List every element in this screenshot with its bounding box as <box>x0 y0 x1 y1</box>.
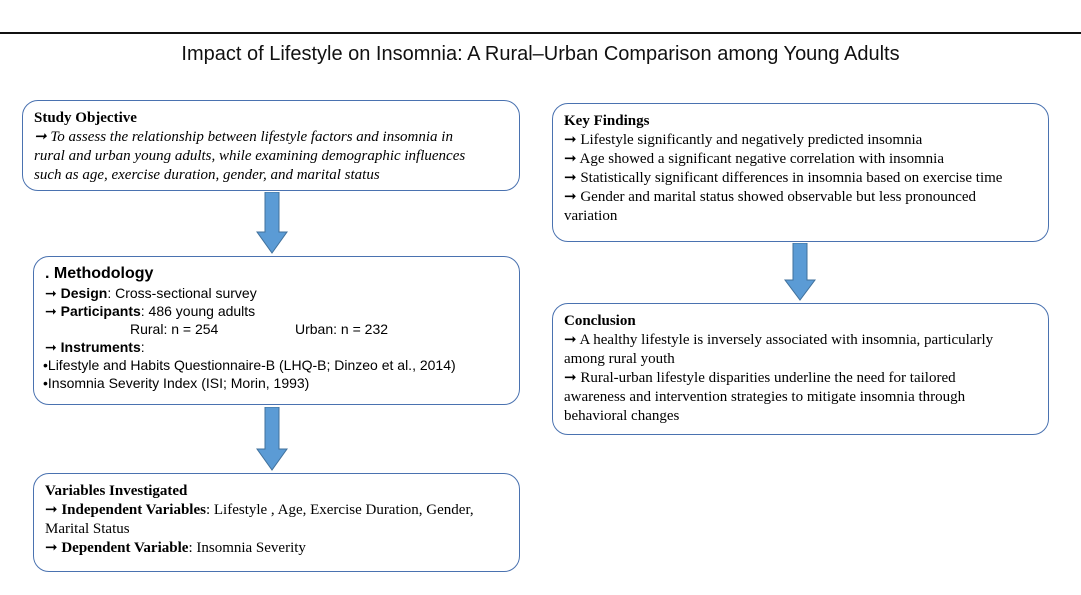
objective-line-3: such as age, exercise duration, gender, … <box>34 167 380 183</box>
arrow-icon: ➞ <box>564 132 577 148</box>
variables-heading: Variables Investigated <box>45 483 188 499</box>
arrow-icon: ➞ <box>564 189 577 205</box>
objective-line-2: rural and urban young adults, while exam… <box>34 148 466 164</box>
independent-variables-line: ➞ Independent Variables: Lifestyle , Age… <box>45 502 474 518</box>
independent-variables-cont: Marital Status <box>45 521 130 537</box>
arrow-icon: ➞ <box>564 370 577 386</box>
conclusion-box: Conclusion ➞ A healthy lifestyle is inve… <box>552 303 1049 435</box>
key-findings-box: Key Findings ➞ Lifestyle significantly a… <box>552 103 1049 242</box>
arrow-icon: ➞ <box>564 332 577 348</box>
arrow-icon: ➞ <box>45 339 57 355</box>
methodology-heading: . Methodology <box>45 265 154 282</box>
arrow-icon: ➞ <box>34 129 47 145</box>
instrument-item: •Insomnia Severity Index (ISI; Morin, 19… <box>43 375 310 391</box>
page-title: Impact of Lifestyle on Insomnia: A Rural… <box>181 43 900 65</box>
arrow-icon: ➞ <box>45 540 58 556</box>
down-arrow-icon <box>784 243 816 301</box>
arrow-icon: ➞ <box>45 285 57 301</box>
down-arrow-icon <box>256 192 288 254</box>
dependent-variable-line: ➞ Dependent Variable: Insomnia Severity <box>45 540 306 556</box>
study-objective-box: Study Objective ➞ To assess the relation… <box>22 100 520 191</box>
arrow-icon: ➞ <box>564 170 577 186</box>
arrow-icon: ➞ <box>564 151 577 167</box>
conclusion-item-cont: awareness and intervention strategies to… <box>564 389 966 405</box>
down-arrow-icon <box>256 407 288 471</box>
conclusion-item: ➞ A healthy lifestyle is inversely assoc… <box>564 332 994 348</box>
urban-count: Urban: n = 232 <box>295 321 389 337</box>
conclusion-heading: Conclusion <box>564 313 636 329</box>
instruments-line: ➞ Instruments: <box>45 339 145 355</box>
rural-count: Rural: n = 254 <box>130 321 219 337</box>
finding-item: ➞ Statistically significant differences … <box>564 170 1003 186</box>
finding-item: ➞ Lifestyle significantly and negatively… <box>564 132 923 148</box>
study-objective-heading: Study Objective <box>34 110 137 126</box>
finding-item: ➞ Gender and marital status showed obser… <box>564 189 977 205</box>
variables-box: Variables Investigated ➞ Independent Var… <box>33 473 520 572</box>
objective-line-1: ➞ To assess the relationship between lif… <box>34 129 453 145</box>
top-rule <box>0 32 1081 34</box>
participants-line: ➞ Participants: 486 young adults <box>45 303 256 319</box>
methodology-box: . Methodology ➞ Design: Cross-sectional … <box>33 256 520 405</box>
conclusion-item-cont: behavioral changes <box>564 408 680 424</box>
instrument-item: •Lifestyle and Habits Questionnaire-B (L… <box>43 357 456 373</box>
sample-split-line: Rural: n = 254 Urban: n = 232 <box>45 320 508 338</box>
conclusion-item: ➞ Rural-urban lifestyle disparities unde… <box>564 370 956 386</box>
design-line: ➞ Design: Cross-sectional survey <box>45 285 257 301</box>
finding-item-cont: variation <box>564 208 618 224</box>
key-findings-heading: Key Findings <box>564 113 650 129</box>
finding-item: ➞ Age showed a significant negative corr… <box>564 151 944 167</box>
arrow-icon: ➞ <box>45 303 57 319</box>
conclusion-item-cont: among rural youth <box>564 351 675 367</box>
arrow-icon: ➞ <box>45 502 58 518</box>
